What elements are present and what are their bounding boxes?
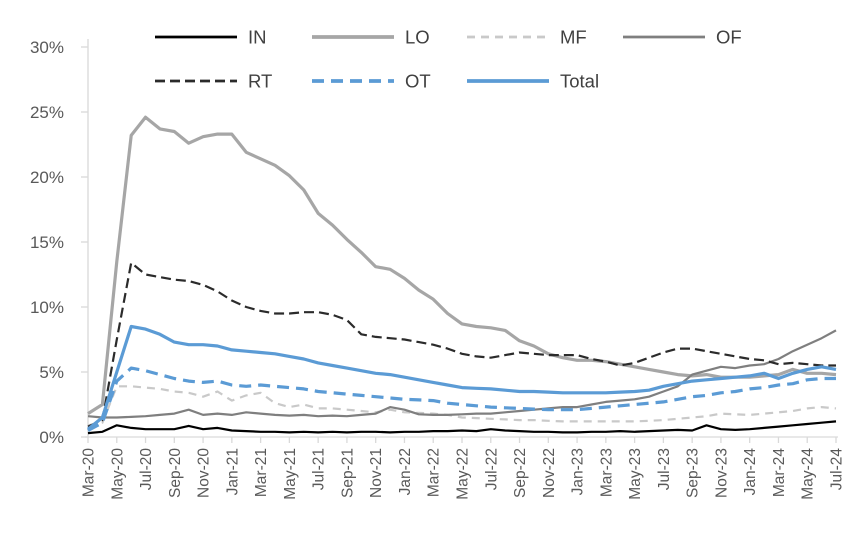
- x-axis-tick-label: Sep-21: [339, 448, 356, 498]
- series-line-mf: [87, 385, 837, 427]
- x-axis-tick-label: Jan-21: [224, 448, 241, 495]
- x-axis-tick-label: Mar-21: [253, 448, 270, 497]
- x-axis-tick-label: May-24: [800, 448, 817, 500]
- legend-label-in: IN: [248, 27, 267, 48]
- legend-label-rt: RT: [248, 71, 272, 92]
- x-axis-tick-label: Mar-23: [598, 448, 615, 497]
- y-axis-tick-label: 15%: [30, 233, 64, 252]
- y-axis-tick-label: 10%: [30, 298, 64, 317]
- x-axis-tick-label: Jan-23: [570, 448, 587, 495]
- series-line-total: [86, 324, 837, 431]
- x-axis-tick-label: Mar-24: [771, 448, 788, 497]
- legend-item-rt: RT: [155, 71, 272, 92]
- x-axis-tick-label: May-20: [109, 448, 126, 500]
- series-line-of: [87, 329, 837, 419]
- x-axis-tick-label: Jan-24: [742, 448, 759, 496]
- series-line-ot: [87, 366, 836, 432]
- x-axis-tick-label: Nov-23: [713, 448, 730, 498]
- series-line-in: [87, 420, 837, 435]
- x-axis-tick-label: Mar-22: [426, 448, 443, 497]
- y-axis-tick-label: 0%: [39, 428, 64, 447]
- legend-item-lo: LO: [312, 27, 430, 48]
- legend-label-of: OF: [716, 27, 742, 48]
- legend-label-mf: MF: [560, 27, 587, 48]
- legend-label-lo: LO: [405, 27, 430, 48]
- y-axis-tick-label: 20%: [30, 168, 64, 187]
- x-axis-tick-label: Jan-22: [397, 448, 414, 495]
- legend-item-of: OF: [623, 27, 742, 48]
- x-axis-tick-label: Mar-20: [81, 448, 98, 497]
- x-axis-tick-label: May-21: [282, 448, 299, 500]
- legend-label-total: Total: [560, 71, 599, 92]
- series-line-lo: [87, 115, 837, 415]
- x-axis-tick-label: Jul-21: [311, 448, 328, 490]
- y-axis-tick-label: 5%: [39, 363, 64, 382]
- x-axis-tick-label: May-23: [627, 448, 644, 500]
- x-axis-tick-label: Jul-20: [138, 448, 155, 491]
- legend-item-total: Total: [467, 71, 599, 92]
- legend-item-in: IN: [155, 27, 267, 48]
- legend-item-mf: MF: [467, 27, 587, 48]
- legend-label-ot: OT: [405, 71, 431, 92]
- series-line-rt: [87, 261, 836, 428]
- x-axis-tick-label: Sep-20: [167, 448, 184, 498]
- x-axis-tick-label: Nov-22: [541, 448, 558, 498]
- x-axis-tick-label: Sep-22: [512, 448, 529, 498]
- x-axis-tick-label: May-22: [455, 448, 472, 500]
- legend-item-ot: OT: [312, 71, 431, 92]
- x-axis-tick-label: Jul-24: [829, 448, 846, 491]
- x-axis-tick-label: Jul-22: [483, 448, 500, 490]
- x-axis-tick-label: Sep-23: [685, 448, 702, 498]
- x-axis-tick-label: Jul-23: [656, 448, 673, 490]
- x-axis-tick-label: Nov-21: [368, 448, 385, 498]
- y-axis-tick-label: 30%: [30, 38, 64, 57]
- x-axis-tick-label: Nov-20: [196, 448, 213, 498]
- y-axis-tick-label: 25%: [30, 103, 64, 122]
